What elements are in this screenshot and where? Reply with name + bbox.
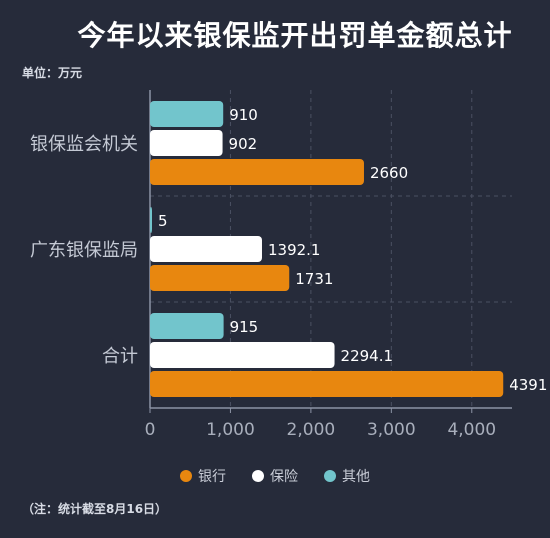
- legend-item-other: 其他: [324, 466, 370, 486]
- data-label-bank-1: 1731: [295, 270, 333, 288]
- data-label-other-2: 915: [230, 318, 259, 336]
- x-tick-label-0: 0: [145, 420, 156, 440]
- chart-legend: 银行 保险 其他: [0, 466, 550, 486]
- bar-other-2: [150, 313, 224, 339]
- data-label-other-1: 5: [158, 212, 168, 230]
- unit-label: 单位：万元: [22, 66, 83, 80]
- category-label-1: 广东银保监局: [30, 240, 138, 261]
- category-label-2: 合计: [102, 346, 138, 367]
- data-label-insurance-0: 902: [229, 135, 258, 153]
- x-tick-label-4: 4,000: [447, 420, 496, 440]
- legend-label-insurance: 保险: [270, 469, 298, 485]
- footnote: （注：统计截至8月16日）: [22, 502, 168, 516]
- bar-other-0: [150, 101, 224, 127]
- data-label-bank-0: 2660: [370, 164, 408, 182]
- bar-other-1: [150, 207, 152, 233]
- bar-bank-1: [150, 265, 290, 291]
- data-label-insurance-1: 1392.1: [268, 241, 321, 259]
- legend-item-insurance: 保险: [252, 466, 298, 486]
- legend-label-bank: 银行: [198, 469, 226, 485]
- data-label-bank-2: 4391: [509, 376, 547, 394]
- legend-dot-bank: [180, 470, 192, 482]
- bar-insurance-0: [150, 130, 223, 156]
- legend-item-bank: 银行: [180, 466, 226, 486]
- x-tick-label-3: 3,000: [367, 420, 416, 440]
- legend-dot-insurance: [252, 470, 264, 482]
- bar-insurance-2: [150, 342, 335, 368]
- x-tick-label-2: 2,000: [287, 420, 336, 440]
- data-label-insurance-2: 2294.1: [341, 347, 394, 365]
- bar-bank-0: [150, 159, 364, 185]
- chart-title: 今年以来银保监开出罚单金额总计: [77, 19, 513, 52]
- category-label-0: 银保监会机关: [30, 134, 138, 155]
- bar-bank-2: [150, 371, 504, 397]
- data-label-other-0: 910: [229, 106, 258, 124]
- legend-label-other: 其他: [342, 469, 370, 485]
- legend-dot-other: [324, 470, 336, 482]
- bar-insurance-1: [150, 236, 262, 262]
- x-tick-label-1: 1,000: [206, 420, 255, 440]
